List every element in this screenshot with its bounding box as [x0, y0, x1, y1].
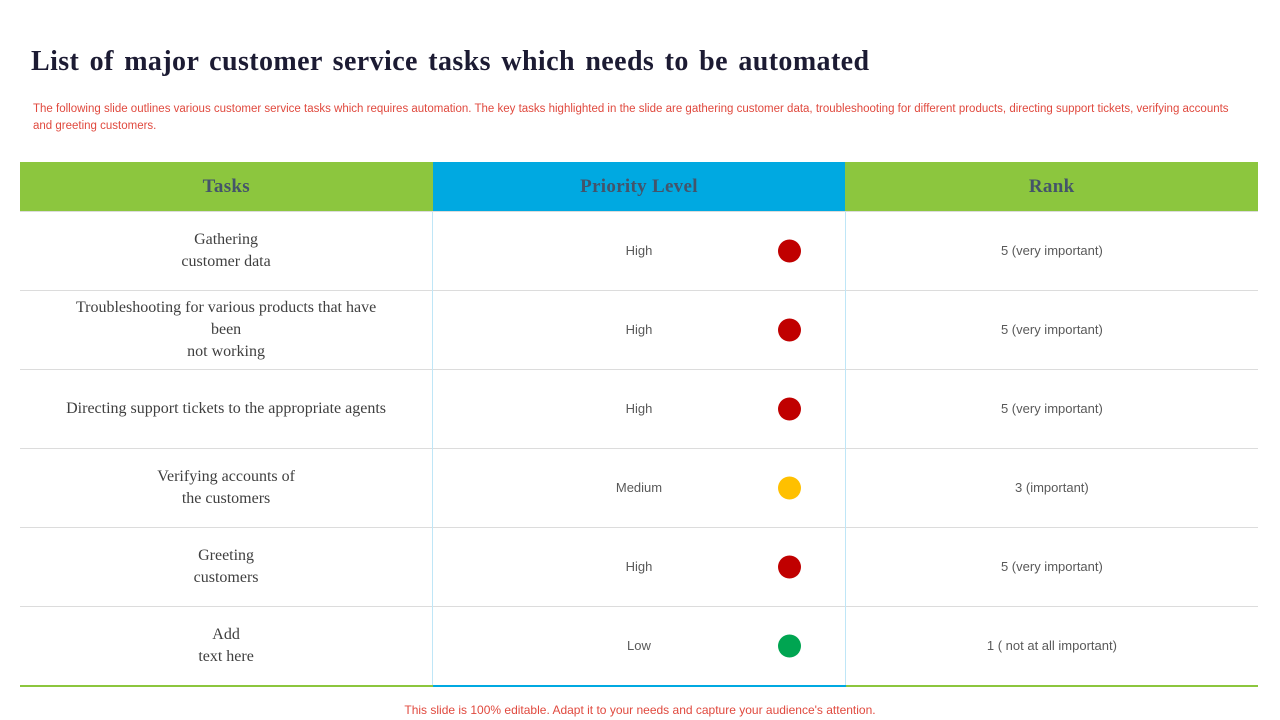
task-cell: Verifying accounts of the customers — [20, 448, 433, 528]
task-cell: Add text here — [20, 606, 433, 687]
priority-cell: High — [432, 211, 846, 291]
editable-note: This slide is 100% editable. Adapt it to… — [404, 703, 876, 717]
priority-label: High — [625, 559, 653, 574]
priority-cell: Medium — [432, 448, 846, 528]
priority-cell: High — [432, 369, 846, 449]
rank-cell: 5 (very important) — [845, 527, 1258, 607]
priority-label: Low — [627, 638, 651, 653]
rank-label: 3 (important) — [1015, 480, 1089, 495]
priority-cell: Low — [432, 606, 846, 687]
table-row: Directing support tickets to the appropr… — [20, 369, 1258, 449]
priority-dot-icon — [777, 239, 801, 263]
priority-dot-icon — [777, 318, 801, 342]
tasks-table-container: Tasks Priority Level Rank Gathering cust… — [20, 162, 1258, 687]
task-cell: Gathering customer data — [20, 211, 433, 291]
slide-description: The following slide outlines various cus… — [33, 102, 1229, 133]
rank-cell: 3 (important) — [845, 448, 1258, 528]
priority-cell: High — [432, 527, 846, 607]
header-tasks: Tasks — [20, 162, 433, 212]
task-label: Directing support tickets to the appropr… — [66, 399, 387, 417]
rank-cell: 5 (very important) — [845, 290, 1258, 370]
priority-dot-icon — [777, 476, 801, 500]
priority-dot-icon — [777, 634, 801, 658]
table-row: Verifying accounts of the customers Medi… — [20, 448, 1258, 528]
page-title: List of major customer service tasks whi… — [31, 45, 870, 77]
priority-label: High — [625, 401, 653, 416]
task-cell: Greeting customers — [20, 527, 433, 607]
table-header-row: Tasks Priority Level Rank — [20, 162, 1258, 212]
priority-label: Medium — [615, 480, 663, 495]
rank-cell: 1 ( not at all important) — [845, 606, 1258, 687]
tasks-table: Tasks Priority Level Rank Gathering cust… — [20, 162, 1258, 687]
priority-cell: High — [432, 290, 846, 370]
task-label: Troubleshooting for various products tha… — [75, 298, 377, 361]
priority-dot-icon — [777, 397, 801, 421]
priority-dot-icon — [777, 555, 801, 579]
priority-label: High — [625, 322, 653, 337]
header-rank: Rank — [845, 162, 1258, 212]
task-label: Add text here — [198, 625, 254, 665]
header-priority-level: Priority Level — [432, 162, 846, 212]
table-row: Add text here Low 1 ( not at all importa… — [20, 606, 1258, 687]
rank-label: 5 (very important) — [1000, 559, 1103, 574]
rank-label: 5 (very important) — [1000, 243, 1103, 258]
rank-cell: 5 (very important) — [845, 369, 1258, 449]
rank-label: 5 (very important) — [1000, 401, 1103, 416]
task-label: Gathering customer data — [181, 230, 271, 270]
rank-cell: 5 (very important) — [845, 211, 1258, 291]
rank-label: 5 (very important) — [1000, 322, 1103, 337]
task-label: Greeting customers — [193, 546, 259, 586]
task-label: Verifying accounts of the customers — [157, 467, 295, 507]
task-cell: Directing support tickets to the appropr… — [20, 369, 433, 449]
rank-label: 1 ( not at all important) — [986, 638, 1117, 653]
table-row: Greeting customers High 5 (very importan… — [20, 527, 1258, 607]
table-row: Gathering customer data High 5 (very imp… — [20, 211, 1258, 291]
task-cell: Troubleshooting for various products tha… — [20, 290, 433, 370]
table-row: Troubleshooting for various products tha… — [20, 290, 1258, 370]
priority-label: High — [625, 243, 653, 258]
